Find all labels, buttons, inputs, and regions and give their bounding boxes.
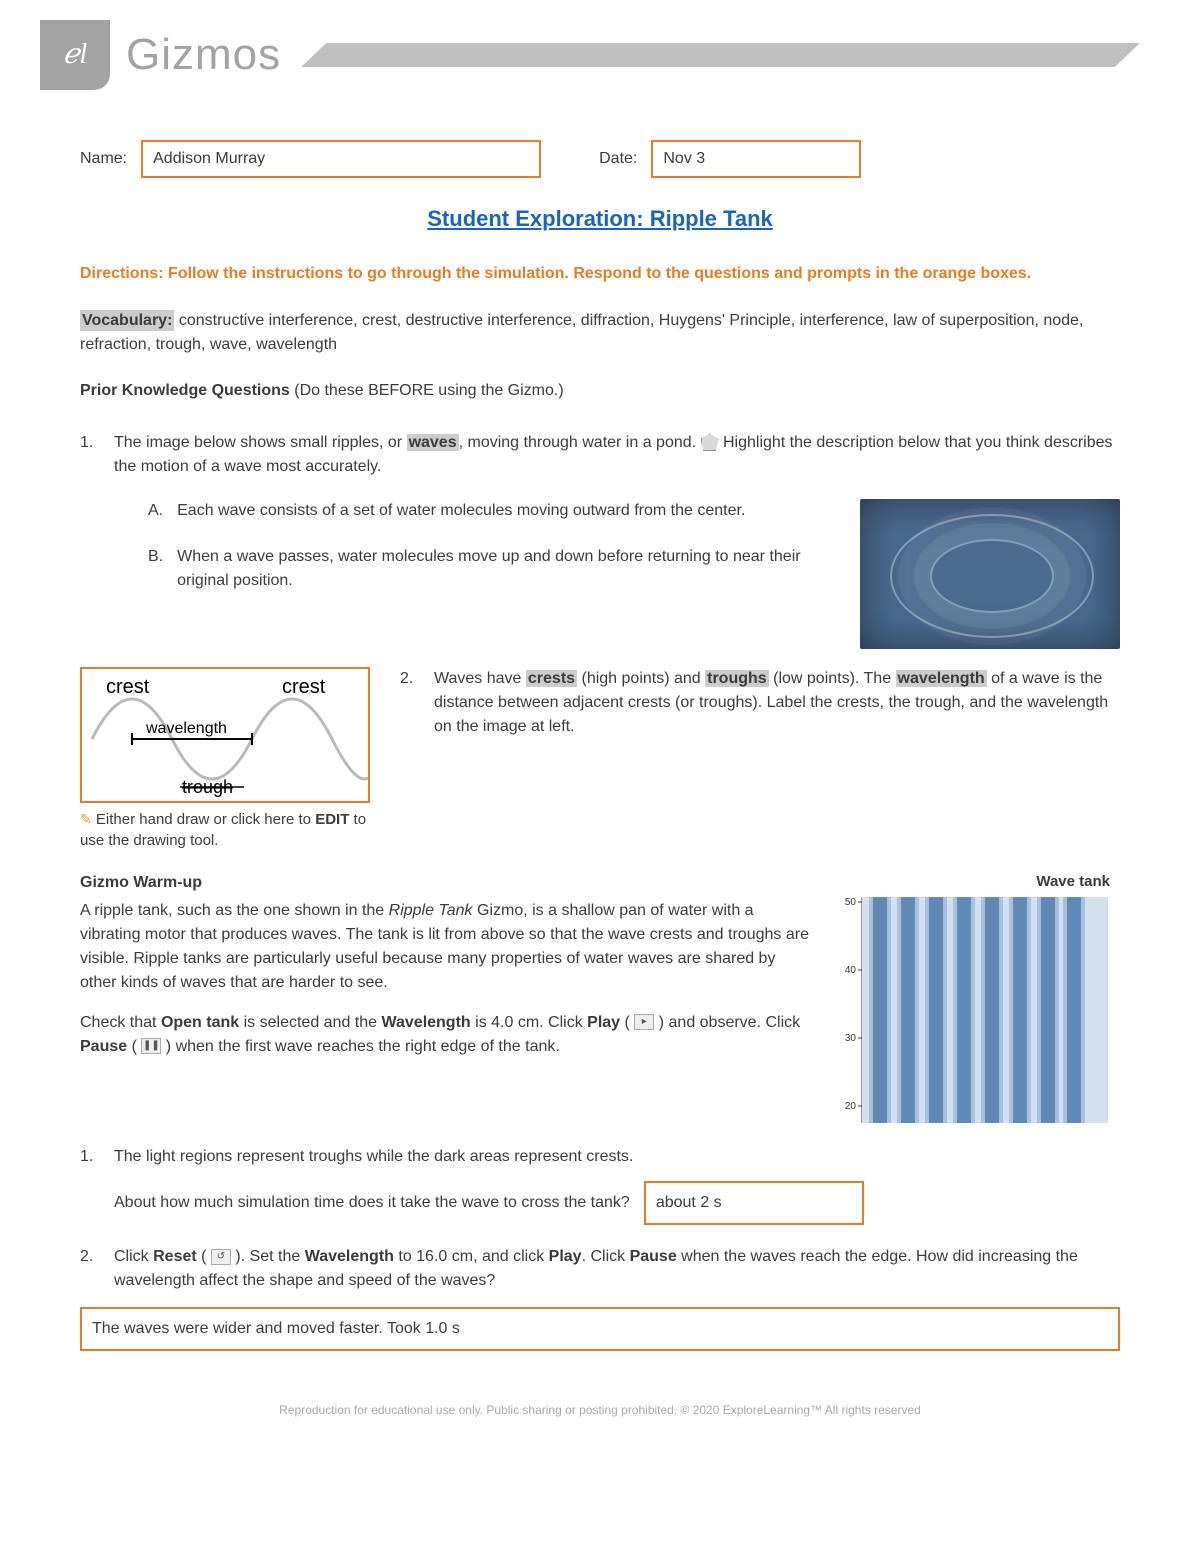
wave-tank-chart: 50 40 30 20 — [840, 897, 1108, 1125]
brand-name: Gizmos — [126, 22, 281, 88]
warmup-q2: 2. Click Reset ( ↺ ). Set the Wavelength… — [80, 1245, 1120, 1293]
svg-text:30: 30 — [845, 1033, 857, 1044]
q1-option-b[interactable]: B. When a wave passes, water molecules m… — [148, 545, 830, 593]
title-link[interactable]: Student Exploration: Ripple Tank — [427, 206, 773, 231]
ripple-image — [860, 499, 1120, 649]
page: ℯl Gizmos Name: Date: Student Exploratio… — [0, 0, 1200, 1469]
directions-text: Directions: Follow the instructions to g… — [80, 261, 1120, 287]
vocabulary-line: Vocabulary: constructive interference, c… — [80, 309, 1120, 357]
q1-options: A. Each wave consists of a set of water … — [114, 499, 830, 615]
warmup-q1: 1. The light regions represent troughs w… — [80, 1145, 1120, 1225]
prior-label: Prior Knowledge Questions — [80, 382, 294, 399]
logo-icon: ℯl — [40, 20, 110, 90]
wq2-number: 2. — [80, 1245, 104, 1269]
footer-text: Reproduction for educational use only. P… — [80, 1401, 1120, 1439]
header: ℯl Gizmos — [0, 0, 1200, 100]
warmup-para-2: Check that Open tank is selected and the… — [80, 1011, 810, 1059]
pencil-icon: ✎ — [80, 811, 92, 827]
wave-diagram[interactable]: crest crest wavelength trough — [80, 667, 370, 803]
question-2-row: crest crest wavelength trough ✎ Either h… — [80, 667, 1120, 851]
svg-text:50: 50 — [845, 897, 857, 908]
play-icon[interactable]: ▸ — [634, 1014, 654, 1030]
vocabulary-label: Vocabulary: — [80, 310, 174, 331]
q1-number: 1. — [80, 431, 104, 649]
wave-tank-title: Wave tank — [840, 871, 1120, 894]
wq1-line1: The light regions represent troughs whil… — [114, 1145, 1120, 1169]
svg-text:20: 20 — [845, 1101, 857, 1112]
pause-icon[interactable]: ❚❚ — [141, 1038, 161, 1054]
logo-glyph: ℯl — [63, 34, 87, 76]
header-gray-bar — [301, 43, 1140, 67]
wave-caption: ✎ Either hand draw or click here to EDIT… — [80, 809, 370, 851]
wq1-line2: About how much simulation time does it t… — [114, 1191, 630, 1215]
crest-label-2: crest — [282, 676, 326, 698]
name-input[interactable] — [141, 140, 541, 178]
q2-body: Waves have crests (high points) and trou… — [434, 667, 1120, 739]
wave-tank-figure: Wave tank 50 40 30 20 — [840, 871, 1120, 1126]
name-label: Name: — [80, 147, 127, 171]
title-row: Student Exploration: Ripple Tank — [80, 202, 1120, 235]
date-label: Date: — [599, 147, 637, 171]
warmup-para-1: A ripple tank, such as the one shown in … — [80, 899, 810, 995]
name-date-row: Name: Date: — [80, 140, 1120, 178]
wq2-body: Click Reset ( ↺ ). Set the Wavelength to… — [114, 1245, 1120, 1293]
wq1-answer[interactable]: about 2 s — [644, 1181, 864, 1225]
question-2: 2. Waves have crests (high points) and t… — [400, 667, 1120, 739]
date-input[interactable] — [651, 140, 861, 178]
edit-link[interactable]: EDIT — [315, 811, 349, 828]
crests-highlight: crests — [526, 670, 577, 687]
svg-text:40: 40 — [845, 965, 857, 976]
question-1: 1. The image below shows small ripples, … — [80, 431, 1120, 649]
prior-paren: (Do these BEFORE using the Gizmo.) — [294, 382, 563, 399]
troughs-highlight: troughs — [705, 670, 769, 687]
q1-option-a[interactable]: A. Each wave consists of a set of water … — [148, 499, 830, 523]
wavelength-label: wavelength — [145, 720, 227, 737]
prior-knowledge-heading: Prior Knowledge Questions (Do these BEFO… — [80, 379, 1120, 403]
wq1-number: 1. — [80, 1145, 104, 1169]
crest-label-1: crest — [106, 676, 150, 698]
wave-diagram-box: crest crest wavelength trough ✎ Either h… — [80, 667, 370, 851]
reset-icon[interactable]: ↺ — [211, 1249, 231, 1265]
waves-highlight: waves — [407, 434, 459, 451]
q2-number: 2. — [400, 667, 424, 739]
content: Name: Date: Student Exploration: Ripple … — [0, 100, 1200, 1439]
warmup-title: Gizmo Warm-up — [80, 871, 810, 895]
warmup-section: Gizmo Warm-up A ripple tank, such as the… — [80, 871, 1120, 1126]
q1-prompt: The image below shows small ripples, or … — [114, 431, 1120, 479]
wq2-answer[interactable]: The waves were wider and moved faster. T… — [80, 1307, 1120, 1351]
vocabulary-terms: constructive interference, crest, destru… — [80, 312, 1083, 353]
wavelength-highlight: wavelength — [896, 670, 987, 687]
highlighter-icon[interactable] — [701, 433, 719, 451]
